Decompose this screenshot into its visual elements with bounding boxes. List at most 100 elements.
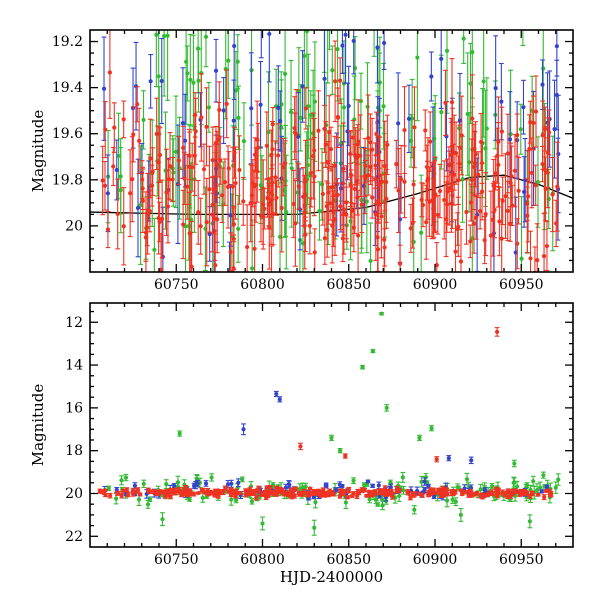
x-tick-label: 60950 [499,277,544,293]
data-point [459,133,464,138]
data-point [468,81,473,86]
data-point [365,104,370,109]
data-point [191,491,196,497]
data-point [267,31,272,37]
data-point [219,490,224,495]
data-point [376,198,381,204]
data-point [165,33,170,38]
data-point [265,195,270,201]
data-point [487,491,492,496]
data-point [402,127,407,133]
data-point [343,500,349,505]
data-point [448,152,454,158]
data-point [225,482,231,487]
data-point [507,137,513,142]
data-point [303,178,308,183]
data-point [446,163,452,168]
data-point [154,32,159,37]
data-point [444,48,450,53]
data-point [159,78,164,84]
data-point [509,491,514,496]
data-point [341,207,346,212]
data-point [328,201,333,206]
data-point [270,147,275,152]
data-point [405,491,411,496]
data-point [411,493,417,498]
data-point [469,458,474,463]
data-point [250,181,255,186]
data-point [308,112,313,118]
data-point [252,488,258,494]
data-point [143,235,148,240]
data-point [282,71,288,76]
data-point [250,491,255,496]
data-point [245,244,250,250]
data-point [503,193,508,199]
data-point [319,182,325,187]
x-tick-label: 60750 [154,277,199,293]
red-series [100,30,560,272]
data-point [303,232,308,237]
data-point [512,461,517,466]
data-point [298,115,303,120]
data-point [496,162,501,167]
data-point [152,489,157,494]
data-point [417,435,422,440]
data-point [397,261,403,266]
data-point [278,118,283,124]
data-point [338,204,343,209]
y-tick-label: 19.2 [52,34,83,50]
data-point [289,166,294,171]
data-point [312,99,317,104]
data-point [541,254,547,259]
data-point [216,137,221,142]
data-point [249,106,254,111]
data-point [449,488,455,494]
data-point [394,162,399,167]
data-point [296,184,301,189]
data-point [307,486,313,491]
data-point [431,206,436,211]
data-point [138,203,143,208]
data-point [433,192,438,197]
data-point [322,76,327,81]
data-point [540,82,545,87]
data-point [544,485,550,490]
data-point [236,226,241,231]
data-point [274,195,279,200]
data-point [270,491,276,496]
axis-ticks [90,303,573,547]
data-point [156,160,161,165]
data-point [135,102,140,107]
data-point [322,126,327,131]
data-point [118,188,123,193]
data-point [347,151,353,156]
data-point [415,55,420,60]
data-point [140,198,145,203]
data-point [541,473,546,478]
data-point [355,195,360,200]
data-point [449,100,455,105]
data-point [274,391,279,397]
data-point [553,485,558,490]
data-point [274,486,280,491]
data-point [358,153,363,158]
data-point [411,182,416,187]
data-point [444,498,450,503]
data-point [457,161,462,166]
data-point [103,488,108,493]
x-tick-label: 60800 [240,552,285,568]
data-point [535,258,540,263]
data-point [539,489,544,494]
data-point [203,34,209,39]
data-point [499,129,504,134]
data-point [240,477,245,482]
data-point [114,167,119,173]
data-point [341,166,346,171]
data-point [468,239,473,244]
y-tick-label: 20 [65,218,83,234]
data-point [382,486,388,491]
data-point [537,485,543,490]
data-point [281,165,286,170]
data-point [105,314,109,318]
